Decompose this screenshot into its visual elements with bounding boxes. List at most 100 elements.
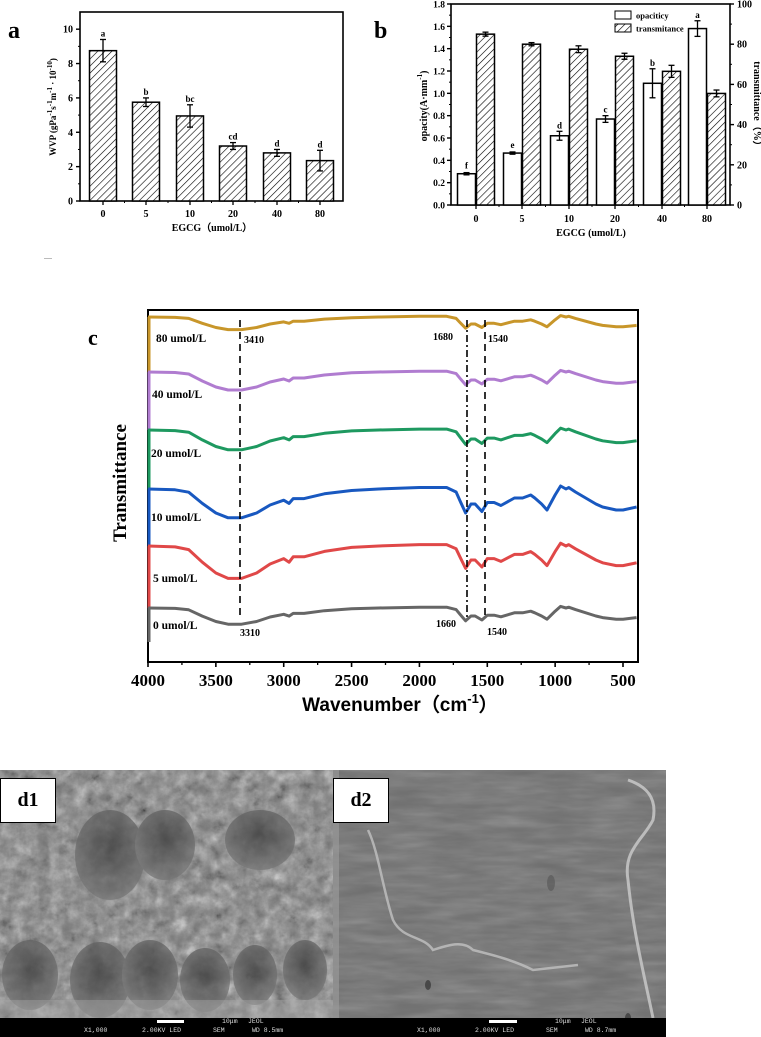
- svg-text:1.6: 1.6: [433, 23, 445, 33]
- annotation-3410: 3410: [244, 335, 264, 346]
- svg-text:2: 2: [68, 162, 73, 173]
- svg-text:5: 5: [144, 209, 149, 220]
- annotation-3310: 3310: [240, 628, 260, 639]
- chart-a-y-label: WVP (gPa-1s-1m-1 · 10-10): [46, 58, 58, 156]
- svg-text:cd: cd: [229, 132, 238, 142]
- svg-text:100: 100: [737, 0, 752, 11]
- svg-text:0.0: 0.0: [433, 202, 445, 212]
- sem-d1-scale-bar: [157, 1020, 184, 1023]
- stray-mark: [44, 258, 52, 259]
- svg-text:1.8: 1.8: [433, 1, 445, 11]
- chart-a-bars: a b bc cd d d: [88, 28, 335, 202]
- svg-text:20: 20: [610, 214, 620, 225]
- svg-text:20: 20: [228, 209, 238, 220]
- chart-b-left-y-label: opacity(A·mm-1): [416, 71, 430, 142]
- svg-text:d: d: [274, 138, 279, 148]
- series-label-5: 5 umol/L: [153, 573, 198, 585]
- svg-text:f: f: [465, 161, 469, 171]
- svg-text:80: 80: [315, 209, 325, 220]
- svg-text:5: 5: [520, 214, 525, 225]
- legend-swatch-transmittance: [614, 23, 632, 33]
- svg-text:0.2: 0.2: [433, 179, 445, 189]
- svg-text:1.4: 1.4: [433, 45, 445, 55]
- svg-text:1500: 1500: [470, 671, 504, 690]
- svg-text:d: d: [317, 139, 322, 149]
- series-label-20: 20 umol/L: [151, 448, 201, 460]
- sem-d1-info-bar: 10μm JEOL X1,000 2.00KV LED SEM WD 8.5mm: [0, 1018, 333, 1037]
- chart-b-bar-transmittance: [614, 55, 635, 206]
- chart-b-bar-opacity: [642, 82, 663, 206]
- legend-label-opacity: opaciticy: [636, 11, 669, 21]
- svg-text:3500: 3500: [199, 671, 233, 690]
- svg-text:1.2: 1.2: [433, 68, 445, 78]
- chart-b-x-ticks: 0 5 10 20 40 80: [474, 205, 712, 225]
- chart-b-bar-transmittance: [475, 33, 496, 206]
- chart-b-legend: opaciticy transmitance: [614, 10, 684, 34]
- chart-b-bar-transmittance: [661, 70, 682, 206]
- annotation-1540-bottom: 1540: [487, 627, 507, 638]
- svg-text:0: 0: [101, 209, 106, 220]
- chart-a-bar: [262, 152, 292, 202]
- svg-text:c: c: [604, 105, 608, 115]
- svg-text:20: 20: [737, 160, 747, 171]
- series-label-10: 10 umol/L: [151, 512, 201, 524]
- sem-d2-info-bar: 10μm JEOL X1,000 2.00KV LED SEM WD 8.7mm: [333, 1018, 666, 1037]
- svg-text:2500: 2500: [335, 671, 369, 690]
- sem-d2-scale-bar: [489, 1020, 517, 1023]
- svg-text:40: 40: [737, 120, 747, 131]
- chart-a-wvp: 0 2 4 6 8 10 a b bc cd d d 0 5 10 20 40 80 EGCG（umol/L）…: [46, 11, 344, 234]
- sem-d2-label: d2: [333, 778, 389, 823]
- svg-text:b: b: [650, 58, 655, 68]
- svg-text:10: 10: [185, 209, 195, 220]
- chart-a-bar: [175, 115, 205, 202]
- svg-text:1000: 1000: [538, 671, 572, 690]
- svg-text:0.6: 0.6: [433, 135, 445, 145]
- chart-c-spectra: [147, 314, 637, 642]
- panel-label-b: b: [374, 18, 388, 44]
- chart-b-bar-opacity: [687, 27, 708, 206]
- svg-text:6: 6: [68, 93, 73, 104]
- panel-label-c: c: [88, 325, 98, 350]
- chart-a-bar: [131, 101, 161, 202]
- annotation-1660: 1660: [436, 619, 456, 630]
- svg-text:500: 500: [610, 671, 636, 690]
- chart-b-bar-transmittance: [568, 48, 589, 206]
- annotation-1540-top: 1540: [488, 334, 508, 345]
- series-label-80: 80 umol/L: [156, 333, 206, 345]
- svg-text:b: b: [143, 87, 148, 97]
- svg-text:e: e: [511, 140, 515, 150]
- series-label-40: 40 umol/L: [152, 389, 202, 401]
- chart-c-ftir: 4000 3500 3000 2500 2000 1500 1000 500 3410 168…: [110, 309, 639, 716]
- chart-b-bar-opacity: [456, 172, 477, 206]
- chart-c-x-label: Wavenumber（cm-1）: [302, 691, 498, 716]
- chart-b-bar-transmittance: [706, 92, 727, 206]
- legend-swatch-opacity: [614, 10, 632, 20]
- chart-a-bar: [88, 49, 118, 202]
- svg-text:a: a: [695, 10, 700, 20]
- svg-text:4: 4: [68, 128, 73, 139]
- svg-text:0.8: 0.8: [433, 112, 445, 122]
- sem-d1-label: d1: [0, 778, 56, 823]
- chart-b-bar-opacity: [502, 152, 523, 206]
- annotation-1680: 1680: [433, 332, 453, 343]
- svg-text:a: a: [101, 28, 106, 38]
- chart-b-bars: f e d c b a: [456, 10, 727, 206]
- svg-text:8: 8: [68, 59, 73, 70]
- spectrum-line: [147, 604, 637, 626]
- chart-c-y-label: Transmittance: [110, 424, 131, 542]
- svg-text:40: 40: [272, 209, 282, 220]
- chart-b-left-y-ticks: 0.0 0.2 0.4 0.6 0.8 1.0 1.2 1.4 1.6 1.8: [433, 1, 451, 212]
- svg-text:60: 60: [737, 80, 747, 91]
- chart-a-x-ticks: 0 5 10 20 40 80: [101, 201, 325, 220]
- sem-image-d1: d1 10μm JEOL X1,000 2.00KV LED SEM WD 8.…: [0, 770, 333, 1037]
- chart-c-x-ticks: 4000 3500 3000 2500 2000 1500 1000 500: [131, 662, 636, 690]
- svg-text:80: 80: [737, 40, 747, 51]
- chart-a-bar: [218, 145, 248, 202]
- spectrum-line: [147, 426, 637, 452]
- svg-text:bc: bc: [186, 94, 195, 104]
- svg-text:10: 10: [63, 25, 73, 36]
- legend-label-transmittance: transmitance: [636, 24, 684, 34]
- sem-image-d2: d2 10μm JEOL X1,000 2.00KV LED SEM WD 8.…: [333, 770, 666, 1037]
- panel-label-a: a: [8, 18, 20, 44]
- chart-a-frame: [79, 11, 344, 202]
